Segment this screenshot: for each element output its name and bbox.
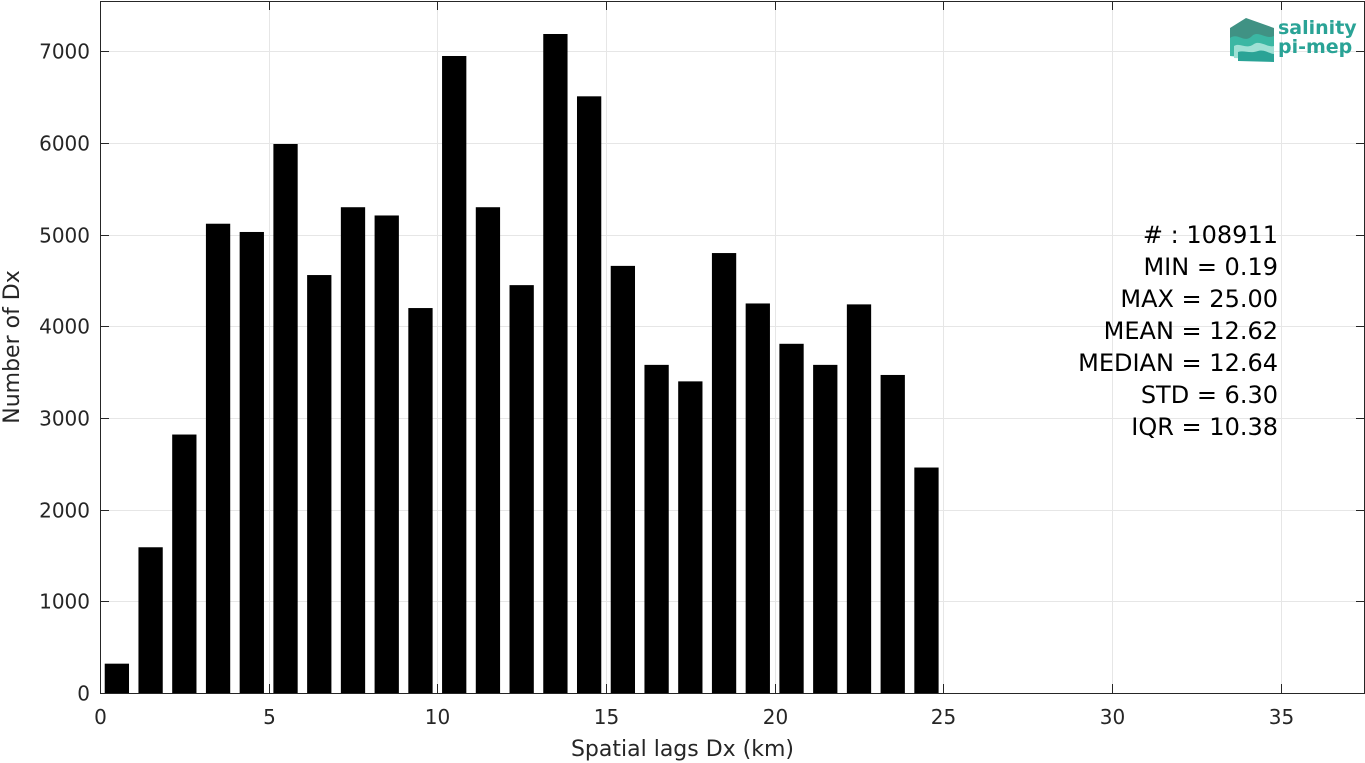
y-tick-label: 4000 [39, 315, 90, 339]
bar [239, 231, 264, 694]
bar [711, 253, 737, 693]
bar [914, 467, 939, 693]
wave-logo-icon [1230, 18, 1274, 62]
stat-line: STD = 6.30 [1141, 381, 1278, 409]
bar [846, 304, 872, 693]
x-tick-label: 25 [931, 705, 956, 729]
bar [813, 364, 838, 693]
x-axis-ticks: 0 5 10 15 20 25 30 35 [94, 1, 1294, 729]
bar [745, 303, 770, 693]
y-tick-label: 3000 [39, 407, 90, 431]
bar [172, 434, 197, 693]
stat-line: MEAN = 12.62 [1104, 317, 1278, 345]
x-tick-label: 35 [1269, 705, 1294, 729]
x-tick-label: 20 [763, 705, 788, 729]
statistics-box: # : 108911 MIN = 0.19 MAX = 25.00 MEAN = 12… [1078, 221, 1278, 441]
x-tick-label: 0 [94, 705, 107, 729]
logo-text-pi-mep: pi-mep [1278, 36, 1352, 58]
bar [509, 285, 534, 693]
bar [138, 547, 163, 693]
x-tick-label: 10 [425, 705, 450, 729]
stat-line: MAX = 25.00 [1120, 285, 1278, 313]
bar [543, 33, 568, 693]
bar [205, 223, 231, 693]
bar [340, 207, 366, 693]
x-tick-label: 15 [594, 705, 619, 729]
y-tick-label: 5000 [39, 224, 90, 248]
bar [374, 215, 399, 693]
bar [408, 308, 433, 693]
x-tick-label: 5 [263, 705, 276, 729]
bar [442, 55, 467, 693]
y-tick-label: 1000 [39, 590, 90, 614]
bar [610, 265, 636, 693]
bar [779, 343, 804, 693]
logo-text-salinity: salinity [1278, 17, 1357, 39]
stat-line: # : 108911 [1143, 221, 1278, 249]
bars [104, 33, 939, 694]
bar [475, 207, 501, 693]
stat-line: MIN = 0.19 [1143, 253, 1278, 281]
x-tick-label: 30 [1100, 705, 1125, 729]
y-axis-ticks: 0 1000 2000 3000 4000 5000 6000 7000 [39, 40, 1365, 706]
bar [576, 96, 602, 694]
bar [307, 275, 332, 693]
salinity-pi-mep-logo: salinity pi-mep [1230, 17, 1357, 62]
y-tick-label: 7000 [39, 40, 90, 64]
x-axis-label: Spatial lags Dx (km) [571, 737, 794, 762]
stat-line: MEDIAN = 12.64 [1078, 349, 1278, 377]
stat-line: IQR = 10.38 [1131, 413, 1278, 441]
y-tick-label: 6000 [39, 132, 90, 156]
y-axis-label: Number of Dx [0, 270, 25, 424]
y-tick-label: 0 [77, 682, 90, 706]
bar [644, 364, 669, 693]
bar [678, 381, 703, 693]
y-tick-label: 2000 [39, 499, 90, 523]
bar [104, 663, 130, 693]
bar [273, 143, 298, 693]
bar [880, 374, 905, 693]
